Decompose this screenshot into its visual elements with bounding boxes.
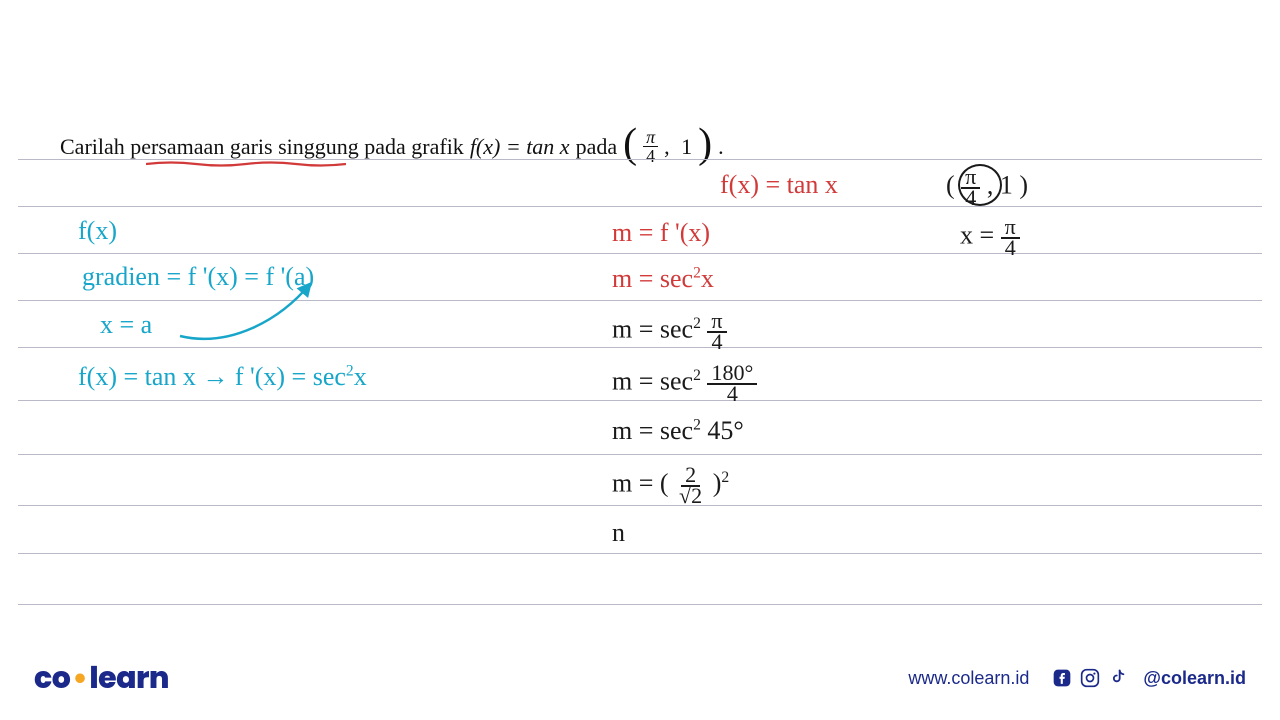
- footer: co•learn www.colearn.id @colearn.id: [0, 658, 1280, 698]
- social-icons: [1051, 667, 1129, 689]
- paren-left: (: [623, 128, 637, 162]
- hand-blue-deriv: f(x) = tan x → f '(x) = sec2x: [78, 362, 367, 392]
- hand-blue-gradien: gradien = f '(x) = f '(a): [82, 262, 314, 292]
- facebook-icon: [1051, 667, 1073, 689]
- problem-fx: f(x) = tan x: [470, 134, 570, 160]
- problem-between: pada: [576, 134, 618, 160]
- hand-black-m4: m = sec2 180°4: [612, 364, 757, 404]
- tiktok-icon: [1107, 667, 1129, 689]
- hand-red-m1: m = f '(x): [612, 218, 710, 248]
- footer-handle: @colearn.id: [1143, 668, 1246, 689]
- comma: ,: [664, 134, 675, 160]
- period: .: [718, 134, 724, 160]
- logo-part2: learn: [89, 656, 169, 699]
- hand-red-m2: m = sec2x: [612, 264, 714, 294]
- page-root: Carilah persamaan garis singgung pada gr…: [0, 0, 1280, 720]
- footer-right: www.colearn.id @colearn.id: [908, 667, 1246, 689]
- hand-red-fx: f(x) = tan x: [720, 170, 838, 200]
- hand-black-n: n: [612, 518, 625, 548]
- logo-part1: co: [34, 656, 70, 699]
- logo: co•learn: [34, 655, 169, 701]
- footer-url: www.colearn.id: [908, 668, 1029, 689]
- hand-black-xpi4: x = π4: [960, 218, 1020, 258]
- hand-black-m3: m = sec2 π4: [612, 312, 727, 352]
- blue-arrow: [0, 0, 1280, 720]
- hand-blue-xa: x = a: [100, 310, 152, 340]
- hand-blue-fx: f(x): [78, 216, 117, 246]
- hand-black-m5: m = sec2 45°: [612, 416, 744, 446]
- paren-right: ): [698, 128, 712, 162]
- hand-black-m6: m = ( 2√2 )2: [612, 466, 729, 506]
- point-y: 1: [681, 134, 692, 160]
- logo-dot: •: [70, 656, 89, 699]
- instagram-icon: [1079, 667, 1101, 689]
- circle-annotation: [958, 164, 1002, 206]
